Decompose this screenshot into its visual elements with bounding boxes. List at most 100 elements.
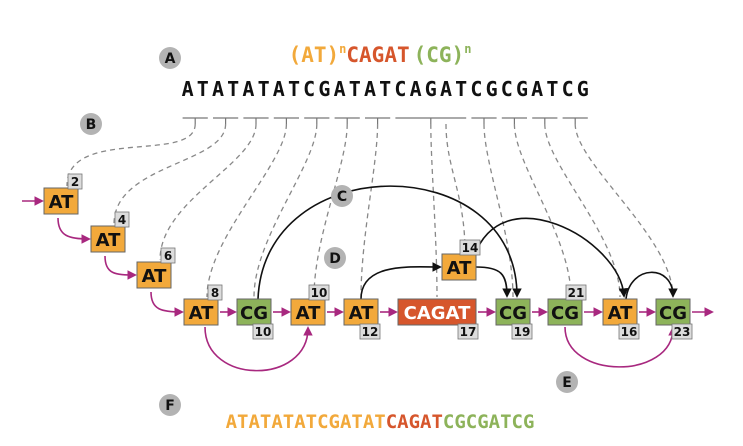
sequence-char: T bbox=[197, 77, 209, 101]
step-marker-e: E bbox=[556, 371, 578, 393]
magenta-edge bbox=[104, 255, 137, 280]
node-at: AT 4 bbox=[90, 211, 130, 253]
alignment-dash bbox=[483, 123, 514, 298]
step-marker-f: F bbox=[159, 394, 181, 416]
sequence-char: T bbox=[288, 77, 300, 101]
node-number: 21 bbox=[568, 286, 585, 300]
alignment-dash bbox=[360, 123, 379, 298]
sequence-char: C bbox=[394, 77, 406, 101]
sequence-char: A bbox=[410, 77, 422, 101]
graph-nodes: AT2AT4AT6AT8CG10AT10AT12CAGAT17AT14CG19C… bbox=[43, 173, 693, 340]
marker-letter: A bbox=[165, 51, 176, 67]
node-label: AT bbox=[49, 192, 75, 213]
sequence-char: C bbox=[501, 77, 513, 101]
node-number: 2 bbox=[71, 175, 79, 189]
marker-letter: D bbox=[329, 251, 341, 267]
alignment-dashes bbox=[66, 123, 674, 298]
node-label: AT bbox=[296, 303, 322, 324]
black-arc bbox=[472, 217, 629, 298]
formula-exp2: n bbox=[464, 42, 471, 56]
alignment-dash bbox=[544, 123, 621, 298]
formula-cagat: CAGAT bbox=[346, 43, 409, 67]
black-arc bbox=[475, 266, 512, 298]
colored-seq-cg: CGCGATCG bbox=[443, 411, 535, 433]
alignment-dash bbox=[513, 123, 572, 298]
colored-sequence: ATATATATCGATATCAGATCGCGATCG bbox=[226, 411, 535, 433]
node-label: AT bbox=[96, 230, 122, 251]
node-number-badge bbox=[308, 284, 330, 301]
sequence-char: C bbox=[303, 77, 315, 101]
sequence-char: G bbox=[425, 77, 437, 101]
alignment-dash bbox=[113, 123, 227, 225]
node-number-badge bbox=[565, 284, 587, 301]
node-number-badge bbox=[114, 211, 130, 228]
node-at: AT 2 bbox=[43, 173, 83, 215]
regex-formula: (AT)nCAGAT (CG)n bbox=[289, 42, 472, 67]
node-box bbox=[90, 225, 126, 253]
sequence-char: A bbox=[334, 77, 346, 101]
node-box bbox=[136, 261, 172, 289]
node-number: 19 bbox=[514, 325, 531, 339]
node-label: CAGAT bbox=[404, 303, 471, 324]
node-number-badge bbox=[459, 239, 481, 256]
formula-at: (AT) bbox=[289, 43, 340, 67]
node-at: AT 6 bbox=[136, 247, 176, 289]
alignment-dash bbox=[206, 123, 288, 298]
sequence-char: A bbox=[182, 77, 194, 101]
node-label: AT bbox=[349, 303, 375, 324]
node-label: CG bbox=[499, 303, 527, 324]
formula-exp1: n bbox=[339, 42, 346, 56]
sequence-char: T bbox=[349, 77, 361, 101]
alignment-dash bbox=[253, 123, 318, 298]
sequence-char: A bbox=[440, 77, 452, 101]
sequence-char: G bbox=[486, 77, 498, 101]
node-box bbox=[236, 298, 272, 326]
node-label: AT bbox=[608, 303, 634, 324]
node-box bbox=[397, 298, 477, 326]
graph-edges bbox=[22, 185, 714, 372]
node-number: 17 bbox=[460, 325, 477, 339]
node-label: AT bbox=[447, 258, 473, 279]
node-number-badge bbox=[671, 323, 693, 340]
node-box bbox=[43, 187, 79, 215]
magenta-loop bbox=[204, 326, 313, 372]
sequence-char: A bbox=[212, 77, 224, 101]
alignment-dash bbox=[313, 123, 348, 298]
black-arc bbox=[257, 185, 522, 300]
black-arc bbox=[360, 262, 442, 300]
sequence-char: C bbox=[470, 77, 482, 101]
node-number-badge bbox=[160, 247, 176, 264]
node-number: 12 bbox=[362, 325, 379, 339]
marker-letter: C bbox=[337, 189, 347, 205]
node-at: AT 14 bbox=[441, 239, 481, 281]
formula-cg: (CG) bbox=[414, 43, 465, 67]
node-label: AT bbox=[189, 303, 215, 324]
node-box bbox=[290, 298, 326, 326]
marker-letter: B bbox=[86, 117, 97, 133]
magenta-edge bbox=[57, 217, 91, 244]
node-number-badge bbox=[618, 323, 640, 340]
sequence-char: G bbox=[516, 77, 528, 101]
magenta-edge bbox=[150, 291, 184, 317]
sequence-char: T bbox=[379, 77, 391, 101]
node-number: 4 bbox=[118, 213, 126, 227]
node-box bbox=[547, 298, 583, 326]
marker-circle bbox=[159, 394, 181, 416]
node-label: CG bbox=[659, 303, 687, 324]
sequence-char: T bbox=[258, 77, 270, 101]
sequence-char: G bbox=[318, 77, 330, 101]
node-box bbox=[343, 298, 379, 326]
alignment-dash bbox=[66, 123, 196, 187]
marker-circle bbox=[80, 113, 102, 135]
sequence-char: C bbox=[562, 77, 574, 101]
colored-seq-cagat: CAGAT bbox=[386, 411, 443, 433]
step-marker-c: C bbox=[331, 185, 353, 207]
node-number-badge bbox=[252, 323, 274, 340]
node-label: AT bbox=[142, 266, 168, 287]
